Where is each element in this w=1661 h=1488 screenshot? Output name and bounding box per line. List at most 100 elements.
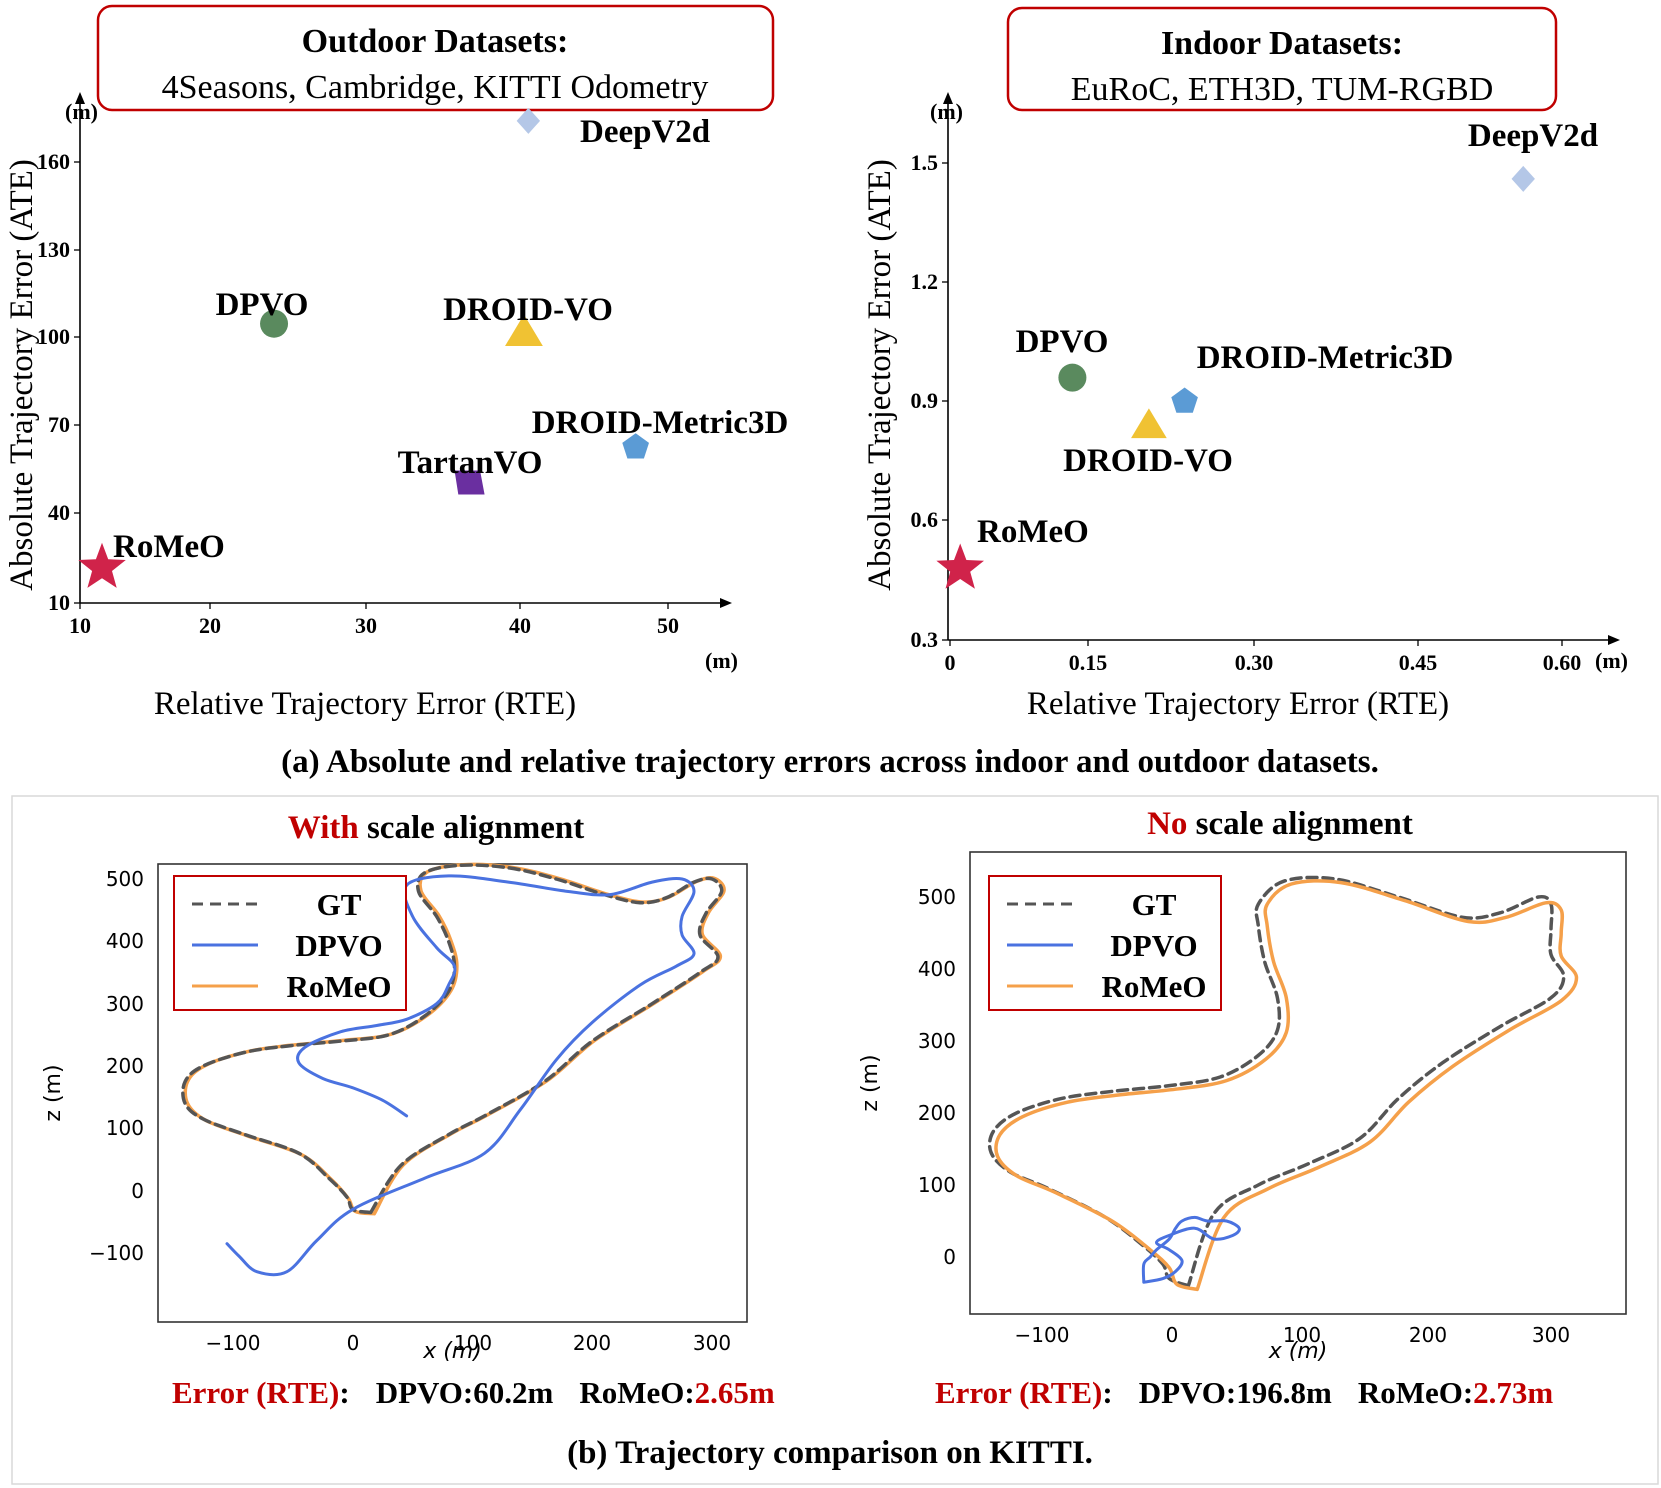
panel-b-frame [11, 795, 1659, 1485]
with-scale-title-highlight: With [288, 810, 359, 846]
outdoor-marks: RoMeO DPVO DROID-VO TartanVO DROID-Metric3D D… [78, 107, 789, 588]
outdoor-label-tartanvo: TartanVO [398, 445, 543, 481]
outdoor-label-droid-vo: DROID-VO [443, 292, 613, 328]
with-scale-title: With scale alignment [288, 810, 584, 846]
with-scale-x-tick-label: 100 [454, 1331, 492, 1355]
indoor-x-tick-label: 0.15 [1069, 650, 1108, 675]
outdoor-box-subtitle: 4Seasons, Cambridge, KITTI Odometry [162, 69, 709, 106]
with-scale-legend-label-gt: GT [317, 887, 362, 922]
indoor-label-romeo: RoMeO [977, 514, 1089, 550]
caption-b: (b) Trajectory comparison on KITTI. [567, 1435, 1093, 1471]
outdoor-y-tick-label: 70 [48, 412, 70, 437]
no-scale-series-romeo [994, 879, 1579, 1292]
indoor-point-deepv2d [1511, 165, 1535, 192]
outdoor-box-title: Outdoor Datasets: [302, 23, 569, 60]
outdoor-y-tick-label: 40 [48, 500, 70, 525]
indoor-y-unit: (m) [930, 99, 963, 124]
no-scale-romeo-error-value: 2.73m [1473, 1375, 1553, 1410]
no-scale-x-axis-label: x (m) [1268, 1339, 1328, 1364]
with-scale-y-axis-label: z (m) [41, 1064, 66, 1121]
with-scale-x-tick-label: −100 [206, 1331, 261, 1355]
no-scale-x-tick-label: 0 [1166, 1323, 1179, 1347]
indoor-y-axis-arrow [943, 92, 953, 104]
no-scale-legend-box [988, 875, 1222, 1011]
with-scale-panel: With scale alignment −100 0 100 200 300 −100 0… [41, 810, 775, 1410]
indoor-label-deepv2d: DeepV2d [1468, 118, 1598, 154]
indoor-y-tick-label: 0.3 [911, 627, 939, 652]
caption-a: (a) Absolute and relative trajectory err… [281, 744, 1379, 780]
outdoor-box [96, 4, 775, 112]
outdoor-y-tick-label: 160 [37, 149, 70, 174]
with-scale-error-text: Error (RTE): DPVO:60.2m RoMeO:2.65m [172, 1375, 775, 1410]
outdoor-y-axis-label: Absolute Trajectory Error (ATE) [4, 159, 40, 591]
no-scale-x-tick-label: −100 [1015, 1323, 1070, 1347]
indoor-point-romeo [936, 543, 984, 589]
with-scale-y-tick-label: 400 [106, 929, 144, 953]
with-scale-legend-label-romeo: RoMeO [286, 969, 391, 1004]
with-scale-x-axis-label: x (m) [422, 1339, 482, 1364]
outdoor-y-tick-label: 100 [37, 324, 70, 349]
no-scale-x-tick-label: 100 [1283, 1323, 1321, 1347]
no-scale-x-tick-label: 300 [1532, 1323, 1570, 1347]
with-scale-title-rest: scale alignment [359, 810, 584, 846]
no-scale-y-tick-label: 400 [918, 957, 956, 981]
outdoor-scatter-panel: Outdoor Datasets: 4Seasons, Cambridge, K… [4, 4, 789, 722]
with-scale-y-tick-label: 0 [131, 1179, 144, 1203]
with-scale-x-tick-label: 200 [573, 1331, 611, 1355]
no-scale-lines [987, 875, 1579, 1292]
outdoor-label-romeo: RoMeO [113, 529, 225, 565]
with-scale-y-tick-label: 100 [106, 1116, 144, 1140]
with-scale-legend: GT DPVO RoMeO [173, 875, 407, 1011]
outdoor-x-tick-label: 20 [199, 613, 221, 638]
indoor-label-dpvo: DPVO [1016, 324, 1109, 360]
no-scale-legend-label-gt: GT [1132, 887, 1177, 922]
outdoor-y-unit: (m) [65, 99, 98, 124]
indoor-axes: 0 0.15 0.30 0.45 0.60 0.3 0.6 0.9 1.2 1.5 (m) (m) [911, 92, 1628, 675]
no-scale-legend-label-dpvo: DPVO [1110, 928, 1197, 963]
with-scale-series-gt [181, 863, 724, 1215]
outdoor-label-droid-metric3d: DROID-Metric3D [532, 405, 789, 441]
indoor-point-droid-metric3d [1171, 387, 1198, 413]
indoor-box [1006, 6, 1558, 112]
indoor-x-tick-label: 0.60 [1543, 650, 1582, 675]
outdoor-x-tick-label: 50 [657, 613, 679, 638]
with-scale-lines [181, 862, 726, 1277]
indoor-y-axis-label: Absolute Trajectory Error (ATE) [862, 159, 898, 591]
no-scale-axes: −100 0 100 200 300 0 100 200 300 400 500 x (m) z (m) [858, 851, 1627, 1364]
outdoor-x-axis-label: Relative Trajectory Error (RTE) [154, 686, 576, 722]
outdoor-y-tick-label: 130 [37, 237, 70, 262]
with-scale-error-sep: : [339, 1375, 349, 1410]
outdoor-x-tick-label: 30 [355, 613, 377, 638]
outdoor-point-romeo [78, 542, 126, 588]
with-scale-error-label: Error (RTE) [172, 1375, 339, 1410]
outdoor-x-tick-label: 40 [509, 613, 531, 638]
indoor-box-subtitle: EuRoC, ETH3D, TUM-RGBD [1071, 71, 1494, 108]
with-scale-romeo-error-label: RoMeO: [579, 1375, 694, 1410]
no-scale-y-tick-label: 0 [943, 1245, 956, 1269]
indoor-marks: RoMeO DPVO DROID-VO DROID-Metric3D DeepV2d [936, 118, 1598, 589]
no-scale-y-tick-label: 500 [918, 885, 956, 909]
no-scale-error-sep: : [1102, 1375, 1112, 1410]
no-scale-y-tick-label: 200 [918, 1101, 956, 1125]
no-scale-legend: GT DPVO RoMeO [988, 875, 1222, 1011]
indoor-y-tick-label: 0.6 [911, 507, 939, 532]
indoor-x-axis-arrow [1608, 635, 1620, 645]
with-scale-romeo-error-value: 2.65m [695, 1375, 775, 1410]
with-scale-y-tick-label: 200 [106, 1054, 144, 1078]
outdoor-point-deepv2d [516, 107, 541, 134]
no-scale-legend-label-romeo: RoMeO [1101, 969, 1206, 1004]
outdoor-y-axis-arrow [75, 92, 85, 104]
no-scale-dpvo-error: DPVO:196.8m [1139, 1375, 1332, 1410]
indoor-box-title: Indoor Datasets: [1161, 25, 1403, 62]
indoor-point-droid-vo [1131, 408, 1167, 439]
outdoor-axes: 10 20 30 40 50 10 40 70 100 130 160 (m) (m) [37, 92, 738, 673]
with-scale-series-dpvo [225, 874, 696, 1277]
indoor-scatter-panel: Indoor Datasets: EuRoC, ETH3D, TUM-RGBD … [862, 6, 1628, 722]
indoor-y-tick-label: 0.9 [911, 388, 939, 413]
with-scale-y-tick-label: −100 [89, 1241, 144, 1265]
no-scale-y-tick-label: 100 [918, 1173, 956, 1197]
with-scale-legend-box [173, 875, 407, 1011]
no-scale-panel: No scale alignment −100 0 100 200 300 0 100 200… [858, 806, 1627, 1410]
indoor-x-axis-label: Relative Trajectory Error (RTE) [1027, 686, 1449, 722]
